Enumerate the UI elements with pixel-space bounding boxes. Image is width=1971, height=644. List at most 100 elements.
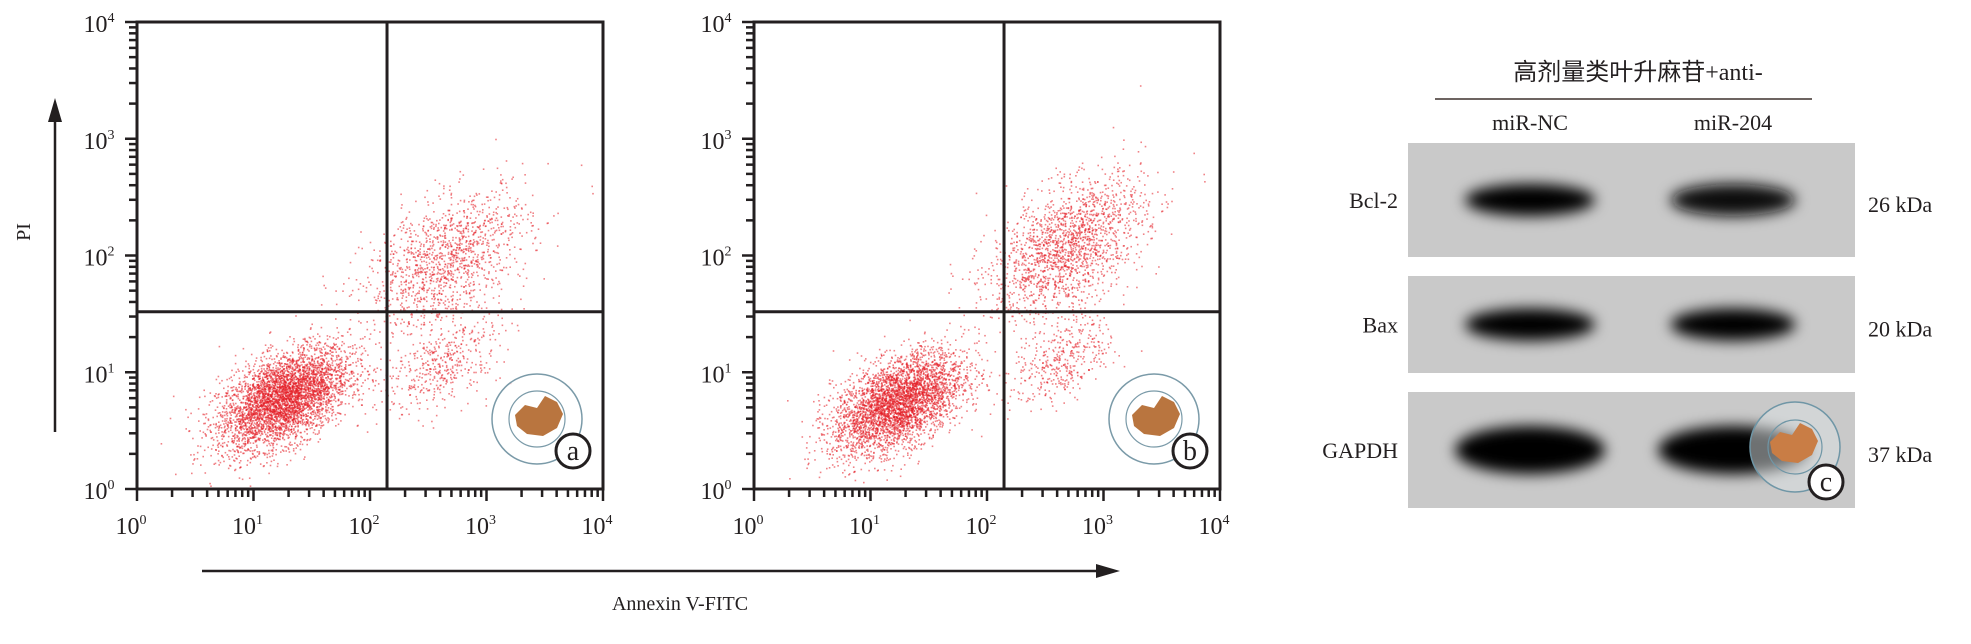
- data-point-late-apoptotic: [446, 265, 449, 267]
- data-point-late-apoptotic: [496, 263, 498, 266]
- data-point-live: [253, 455, 256, 457]
- data-point-live: [335, 378, 338, 381]
- data-point-late-apoptotic: [499, 259, 501, 261]
- data-point-live: [256, 390, 258, 393]
- data-point-live: [269, 430, 272, 433]
- data-point-live: [273, 411, 275, 413]
- data-point-live: [261, 379, 263, 382]
- data-point-live: [310, 340, 313, 343]
- data-point-live: [261, 406, 263, 409]
- data-point-live: [308, 390, 310, 393]
- data-point-live: [305, 418, 308, 420]
- data-point-live: [271, 399, 274, 402]
- data-point-late-apoptotic: [415, 200, 417, 203]
- data-point-late-apoptotic: [442, 241, 445, 244]
- data-point-live: [250, 406, 252, 409]
- data-point-live: [309, 383, 312, 386]
- data-point-live: [267, 418, 269, 420]
- data-point-live: [264, 409, 266, 412]
- data-point-live: [260, 401, 262, 403]
- data-point-late-apoptotic: [450, 252, 453, 254]
- data-point-live: [281, 380, 283, 382]
- data-point-late-apoptotic: [403, 321, 405, 323]
- data-point-late-apoptotic: [405, 216, 408, 219]
- data-point-live: [262, 393, 265, 396]
- data-point-live: [289, 416, 292, 419]
- data-point-live: [237, 395, 239, 398]
- data-point-live: [258, 414, 261, 417]
- data-point-live: [252, 392, 255, 395]
- data-point-live: [352, 383, 354, 385]
- data-point-late-apoptotic: [412, 276, 415, 279]
- data-point-live: [330, 378, 332, 381]
- data-point-live: [324, 390, 327, 393]
- data-point-live: [326, 373, 329, 376]
- data-point-live: [216, 439, 219, 442]
- data-point-live: [308, 365, 310, 368]
- data-point-live: [302, 406, 305, 408]
- data-point-live: [287, 385, 289, 388]
- data-point-live: [323, 391, 325, 393]
- data-point-live: [257, 394, 260, 397]
- data-point-late-apoptotic: [382, 284, 385, 287]
- data-point-late-apoptotic: [482, 258, 485, 260]
- data-point-live: [247, 437, 249, 439]
- data-point-late-apoptotic: [460, 285, 463, 288]
- data-point-live: [317, 411, 319, 414]
- data-point-late-apoptotic: [520, 214, 522, 217]
- data-point-live: [300, 393, 302, 395]
- data-point-late-apoptotic: [439, 302, 441, 305]
- data-point-live: [242, 421, 245, 423]
- data-point-live: [361, 359, 363, 361]
- data-point-live: [289, 388, 291, 391]
- data-point-late-apoptotic: [369, 284, 372, 286]
- data-point-live: [321, 367, 323, 370]
- data-point-live: [234, 428, 237, 430]
- data-point-live: [266, 434, 269, 437]
- data-point-live: [305, 399, 307, 401]
- data-point-live: [313, 387, 316, 390]
- data-point-live: [280, 405, 283, 408]
- data-point-live: [241, 433, 244, 436]
- data-point-live: [248, 426, 250, 429]
- data-point-live: [295, 410, 298, 412]
- data-point-live: [285, 357, 288, 359]
- data-point-live: [218, 382, 221, 385]
- data-point-late-apoptotic: [476, 242, 478, 245]
- data-point-live: [266, 364, 268, 366]
- data-point-live: [228, 377, 231, 380]
- data-point-live: [320, 395, 322, 397]
- data-point-late-apoptotic: [509, 266, 511, 268]
- data-point-live: [277, 421, 280, 423]
- data-point-live: [244, 388, 246, 390]
- data-point-live: [240, 423, 243, 426]
- data-point-late-apoptotic: [432, 261, 435, 264]
- data-point-live: [254, 396, 256, 399]
- data-point-live: [324, 371, 327, 374]
- data-point-live: [311, 365, 313, 368]
- data-point-live: [227, 430, 230, 433]
- data-point-live: [257, 376, 260, 378]
- data-point-live: [254, 374, 256, 376]
- data-point-late-apoptotic: [592, 192, 594, 195]
- data-point-live: [261, 376, 264, 379]
- data-point-live: [304, 400, 306, 402]
- data-point-late-apoptotic: [420, 315, 423, 317]
- data-point-live: [306, 439, 308, 442]
- data-point-live: [297, 445, 299, 447]
- data-point-live: [320, 381, 323, 383]
- data-point-live: [296, 363, 299, 366]
- data-point-live: [248, 440, 250, 443]
- data-point-live: [311, 399, 313, 402]
- data-point-live: [268, 429, 271, 431]
- data-point-live: [315, 357, 318, 359]
- data-point-live: [326, 335, 329, 337]
- data-point-live: [311, 424, 314, 426]
- data-point-late-apoptotic: [463, 264, 465, 267]
- data-point-live: [248, 367, 250, 370]
- data-point-live: [262, 452, 265, 454]
- data-point-live: [345, 365, 347, 368]
- data-point-live: [335, 318, 337, 320]
- data-point-live: [227, 421, 229, 423]
- data-point-live: [337, 423, 340, 426]
